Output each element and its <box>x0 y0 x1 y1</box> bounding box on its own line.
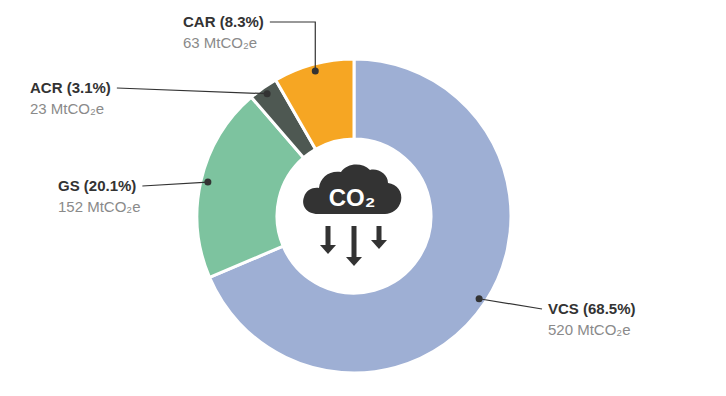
category-label: CAR (8.3%) <box>183 13 264 30</box>
leader-dot <box>204 179 211 186</box>
value-label: 152 MtCO₂e <box>58 198 141 215</box>
value-label: 520 MtCO₂e <box>548 321 631 338</box>
slices <box>197 59 511 373</box>
leader-dot <box>476 295 483 302</box>
category-label: VCS (68.5%) <box>548 300 636 317</box>
arrow-shaft <box>377 226 382 242</box>
arrow-shaft <box>326 226 331 247</box>
chart: CO₂ VCS (68.5%) 520 MtCO₂e GS (20.1%) 152 Mt… <box>0 0 726 396</box>
leader-line <box>479 299 542 309</box>
arrow-shaft <box>352 226 357 259</box>
leader-line <box>270 22 315 71</box>
center-icon: CO₂ <box>303 165 401 266</box>
center-label: CO₂ <box>329 184 376 211</box>
slice <box>276 59 354 149</box>
category-label: GS (20.1%) <box>58 177 136 194</box>
arrow-head <box>346 257 362 266</box>
value-label: 23 MtCO₂e <box>30 100 104 117</box>
category-label: ACR (3.1%) <box>30 79 111 96</box>
cloud <box>303 165 401 214</box>
leader-dot <box>264 90 271 97</box>
arrow-head <box>371 240 387 249</box>
labels: VCS (68.5%) 520 MtCO₂e GS (20.1%) 152 MtCO₂… <box>30 13 636 338</box>
leader-line <box>142 182 208 186</box>
leader-dot <box>312 68 319 75</box>
arrow-head <box>320 245 336 254</box>
value-label: 63 MtCO₂e <box>183 34 257 51</box>
leader-line <box>117 88 267 94</box>
